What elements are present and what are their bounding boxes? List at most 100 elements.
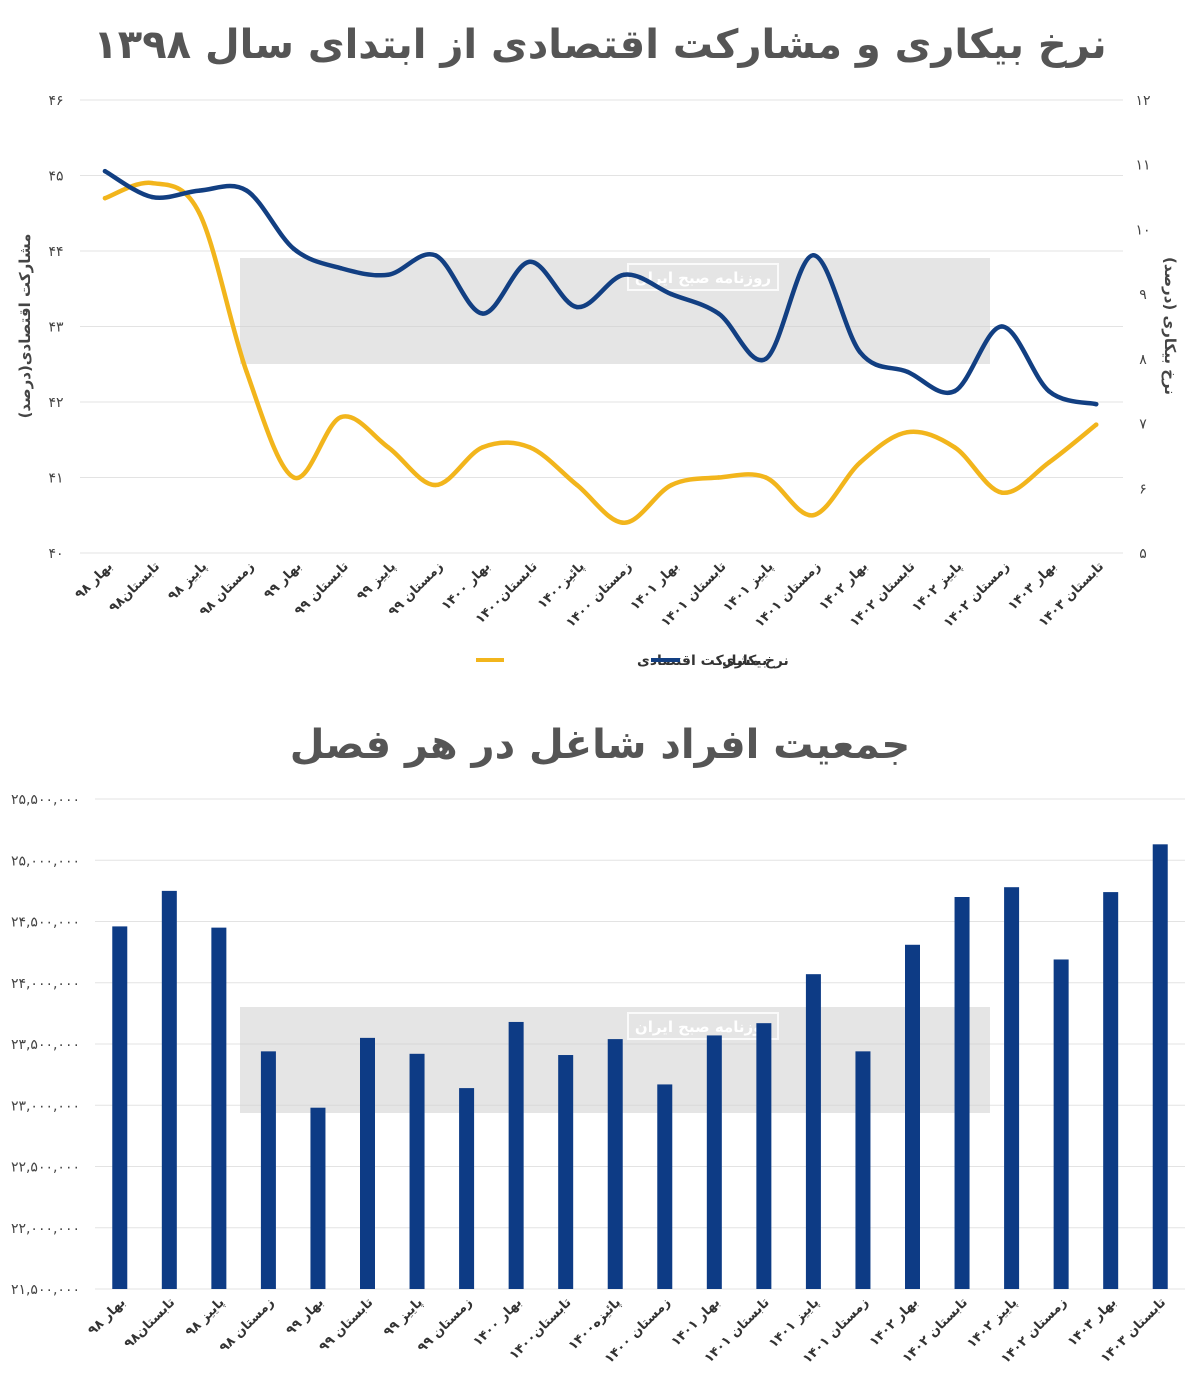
data-point xyxy=(716,311,721,316)
watermark-box xyxy=(627,263,779,291)
x-tick-label: بهار ۹۹ xyxy=(283,1295,326,1338)
data-point xyxy=(622,520,627,525)
data-point xyxy=(291,246,296,252)
y-right-tick-label: ۷ xyxy=(1139,417,1147,433)
y-left-tick-label: ۴۳ xyxy=(48,320,64,336)
bar xyxy=(112,926,128,1289)
data-point xyxy=(763,356,768,362)
y-tick-label: ۲۲,۰۰۰,۰۰۰ xyxy=(11,1221,80,1237)
data-point xyxy=(102,168,108,174)
y-right-tick-label: ۱۲ xyxy=(1135,93,1150,109)
x-tick-label: پاییز ۹۸ xyxy=(183,1295,228,1340)
watermark-box xyxy=(627,1012,779,1040)
data-point xyxy=(905,369,910,374)
data-point xyxy=(1046,460,1052,465)
line-chart: ۴۰ ۴۱ ۴۲ ۴۳ ۴۴ ۴۵ ۴۶ ۵ ۶ ۷ ۸ ۹ ۱۰ ۱۱ ۱۲ مشارکت اقتصادی(… xyxy=(16,93,1179,669)
data-point xyxy=(386,272,391,277)
data-point xyxy=(858,350,863,355)
data-point xyxy=(291,475,296,480)
y-right-tick-label: ۱۱ xyxy=(1135,158,1150,174)
y-tick-label: ۲۳,۰۰۰,۰۰۰ xyxy=(11,1098,80,1114)
bar xyxy=(161,890,177,1289)
data-point xyxy=(1094,401,1099,407)
data-point xyxy=(952,445,957,450)
data-point xyxy=(244,188,249,193)
data-point xyxy=(527,445,532,450)
y-tick-label: ۲۴,۰۰۰,۰۰۰ xyxy=(11,976,80,992)
y-tick-label: ۲۴,۵۰۰,۰۰۰ xyxy=(11,915,80,931)
y-left-tick-label: ۴۲ xyxy=(48,395,63,411)
y-right-tick-label: ۹ xyxy=(1139,287,1147,303)
data-point xyxy=(244,369,249,374)
bar xyxy=(905,944,920,1289)
y-right-tick-label: ۵ xyxy=(1139,546,1147,562)
y-left-tick-label: ۴۱ xyxy=(48,471,63,487)
data-point xyxy=(622,272,627,277)
series-line-unemployment xyxy=(102,168,1099,407)
bar xyxy=(805,974,821,1289)
legend-label-unemployment: بیکاری xyxy=(722,653,767,669)
legend-label-participation: نرخ مشارکت اقتصادی xyxy=(637,653,789,669)
bar xyxy=(756,1023,772,1289)
data-point xyxy=(433,482,438,488)
data-point xyxy=(905,430,910,435)
watermark-text: روزنامه صبح ایران xyxy=(635,269,771,287)
y-tick-label: ۲۵,۵۰۰,۰۰۰ xyxy=(11,792,80,808)
bar xyxy=(954,897,970,1289)
y-tick-label: ۲۳,۵۰۰,۰۰۰ xyxy=(11,1037,80,1053)
data-point xyxy=(527,259,532,264)
y-left-axis-label: مشارکت اقتصادی(درصد) xyxy=(16,234,34,419)
data-point xyxy=(480,445,485,450)
data-point xyxy=(338,266,344,271)
bar xyxy=(260,1051,276,1289)
bar xyxy=(1103,892,1119,1289)
y-right-tick-label: ۱۰ xyxy=(1135,222,1150,238)
bar xyxy=(459,1088,475,1289)
data-point xyxy=(999,324,1004,329)
watermark-text: روزنامه صبح ایران xyxy=(635,1018,771,1036)
y-right-tick-label: ۶ xyxy=(1139,481,1147,497)
bar xyxy=(607,1039,623,1289)
x-tick-label: تابستان۹۸ xyxy=(122,1295,179,1352)
data-point xyxy=(197,188,202,193)
data-point xyxy=(433,253,438,258)
y-left-tick-label: ۴۰ xyxy=(48,546,63,562)
data-point xyxy=(386,445,391,450)
bar xyxy=(1053,959,1069,1289)
y-left-tick-label: ۴۴ xyxy=(48,244,63,260)
data-point xyxy=(763,475,768,480)
data-point xyxy=(952,389,957,394)
bar xyxy=(360,1037,375,1289)
data-point xyxy=(716,475,721,480)
bar xyxy=(558,1055,574,1289)
data-point xyxy=(102,195,108,201)
bar-chart-title: جمعیت افراد شاغل در هر فصل xyxy=(289,722,911,768)
data-point xyxy=(338,414,344,420)
data-point xyxy=(1046,389,1052,394)
y-right-tick-label: ۸ xyxy=(1139,352,1147,368)
data-point xyxy=(150,194,155,200)
data-point xyxy=(669,482,674,488)
bar xyxy=(211,927,227,1289)
y-left-tick-label: ۴۵ xyxy=(48,169,63,185)
data-point xyxy=(480,311,485,316)
x-tick-label: بهار ۹۸ xyxy=(85,1295,128,1338)
data-point xyxy=(574,304,580,310)
data-point xyxy=(1094,422,1099,427)
data-point xyxy=(150,180,155,186)
bar xyxy=(310,1107,326,1289)
y-tick-label: ۲۱,۵۰۰,۰۰۰ xyxy=(11,1282,80,1298)
bar xyxy=(1152,844,1168,1289)
data-point xyxy=(999,490,1004,495)
bar xyxy=(1004,887,1020,1289)
y-left-tick-label: ۴۶ xyxy=(48,93,63,109)
data-point xyxy=(810,513,816,518)
y-right-axis-label: نرخ بیکاری (درصد) xyxy=(1161,257,1179,395)
bar xyxy=(855,1051,871,1289)
bar xyxy=(706,1035,722,1289)
data-point xyxy=(810,253,816,258)
bar xyxy=(508,1021,524,1289)
y-tick-label: ۲۲,۵۰۰,۰۰۰ xyxy=(11,1160,80,1176)
line-chart-title: نرخ بیکاری و مشارکت اقتصادی از ابتدای سا… xyxy=(93,22,1107,68)
